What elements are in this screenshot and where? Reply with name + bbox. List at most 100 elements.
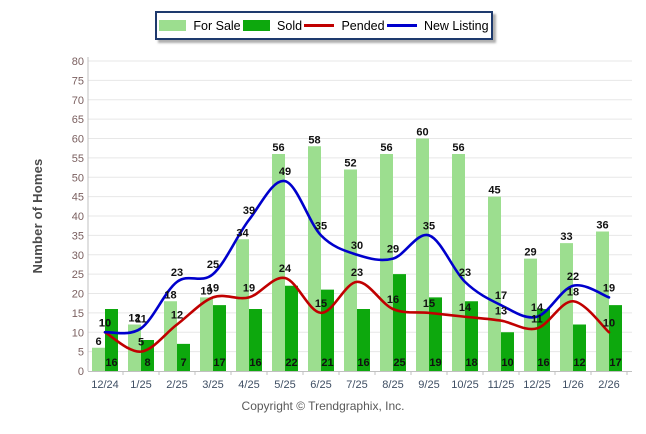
for-sale-value-label: 18: [164, 289, 176, 301]
pended-line-swatch-icon: [304, 24, 335, 27]
bar-sold: [501, 332, 514, 371]
new-listing-line: [103, 179, 611, 335]
legend-item-pended: Pended: [304, 18, 385, 33]
for-sale-value-label: 36: [596, 220, 608, 232]
legend-label: New Listing: [423, 18, 489, 33]
sold-value-label: 21: [321, 357, 333, 369]
pended-value-label: 18: [567, 286, 579, 298]
for-sale-value-label: 34: [236, 227, 249, 239]
y-axis-title: Number of Homes: [30, 158, 45, 274]
x-tick-label: 8/25: [382, 379, 403, 391]
new-listing-value-label: 35: [423, 220, 435, 232]
sold-value-label: 16: [537, 357, 549, 369]
x-tick-label: 7/25: [346, 379, 367, 391]
bar-sold: [177, 343, 190, 371]
pended-value-label: 24: [279, 263, 292, 275]
bar-sold: [213, 305, 226, 371]
new-listing-value-label: 10: [99, 317, 111, 329]
bar-for-sale: [524, 258, 537, 371]
pended-value-label: 5: [138, 337, 144, 349]
for-sale-value-label: 6: [95, 336, 101, 348]
x-tick-label: 9/25: [418, 379, 439, 391]
legend: For Sale Sold Pended New Listing: [155, 11, 493, 40]
sold-value-label: 16: [105, 357, 117, 369]
pended-line: [103, 276, 611, 353]
bar-for-sale: [272, 154, 285, 371]
legend-item-sold: Sold: [243, 19, 302, 33]
sold-value-label: 16: [249, 357, 261, 369]
x-tick-label: 1/26: [562, 379, 583, 391]
y-tick-label: 75: [72, 75, 84, 87]
pended-value-label: 14: [459, 302, 472, 314]
legend-label: Sold: [277, 18, 303, 33]
sold-value-label: 19: [429, 357, 441, 369]
y-tick-label: 80: [72, 56, 84, 68]
y-tick-label: 55: [72, 153, 84, 165]
sold-value-label: 16: [357, 357, 369, 369]
y-tick-label: 10: [72, 327, 84, 339]
bar-sold: [285, 285, 298, 371]
for-sale-value-label: 56: [452, 142, 464, 154]
legend-item-for-sale: For Sale: [159, 18, 241, 33]
bar-for-sale: [200, 297, 213, 371]
y-tick-label: 60: [72, 134, 84, 146]
bar-for-sale: [344, 169, 357, 371]
y-tick-label: 0: [78, 366, 84, 378]
bar-sold: [321, 289, 334, 371]
bar-sold: [249, 309, 262, 371]
sold-value-label: 8: [144, 357, 150, 369]
for-sale-value-label: 56: [380, 142, 392, 154]
x-tick-label: 6/25: [310, 379, 331, 391]
legend-label: For Sale: [193, 18, 241, 33]
new-listing-value-label: 11: [135, 313, 147, 325]
bar-for-sale: [452, 154, 465, 371]
pended-value-label: 15: [423, 298, 435, 310]
x-tick-label: 1/25: [130, 379, 151, 391]
bar-for-sale: [128, 324, 141, 371]
x-tick-label: 10/25: [451, 379, 479, 391]
sold-value-label: 17: [609, 357, 621, 369]
pended-value-label: 13: [495, 306, 507, 318]
pended-value-label: 19: [243, 282, 255, 294]
sold-value-label: 18: [465, 357, 477, 369]
legend-label: Pended: [341, 18, 385, 33]
bar-sold: [393, 274, 406, 371]
x-tick-label: 11/25: [488, 379, 515, 391]
pended-value-label: 15: [315, 298, 327, 310]
for-sale-value-label: 60: [416, 127, 428, 139]
bar-for-sale: [92, 347, 105, 371]
y-tick-label: 5: [78, 347, 84, 359]
y-tick-label: 35: [72, 230, 84, 242]
bar-sold: [357, 309, 370, 371]
x-tick-label: 2/25: [166, 379, 187, 391]
bar-sold: [609, 305, 622, 371]
copyright-text: Copyright © Trendgraphix, Inc.: [241, 399, 405, 413]
sold-swatch-icon: [243, 20, 271, 31]
for-sale-value-label: 12: [128, 313, 140, 325]
new-listing-value-label: 25: [207, 259, 219, 271]
bar-for-sale: [416, 138, 429, 371]
sold-value-label: 10: [501, 357, 513, 369]
bar-sold: [537, 309, 550, 371]
new-listing-value-label: 35: [315, 220, 327, 232]
x-tick-label: 12/25: [523, 379, 551, 391]
new-listing-value-label: 19: [603, 282, 615, 294]
x-tick-label: 4/25: [238, 379, 259, 391]
sold-value-label: 22: [285, 357, 297, 369]
new-listing-value-label: 23: [171, 267, 183, 279]
new-listing-value-label: 49: [279, 166, 291, 178]
for-sale-value-label: 52: [344, 158, 356, 170]
y-tick-label: 50: [72, 172, 84, 184]
for-sale-value-label: 33: [560, 231, 572, 243]
x-tick-label: 5/25: [274, 379, 295, 391]
new-listing-value-label: 39: [243, 205, 255, 217]
y-tick-label: 70: [72, 95, 84, 107]
bar-for-sale: [560, 243, 573, 371]
x-tick-label: 12/24: [91, 379, 119, 391]
new-listing-value-label: 29: [387, 244, 399, 256]
new-listing-value-label: 22: [567, 271, 579, 283]
pended-value-label: 23: [351, 267, 363, 279]
new-listing-value-label: 14: [531, 302, 544, 314]
